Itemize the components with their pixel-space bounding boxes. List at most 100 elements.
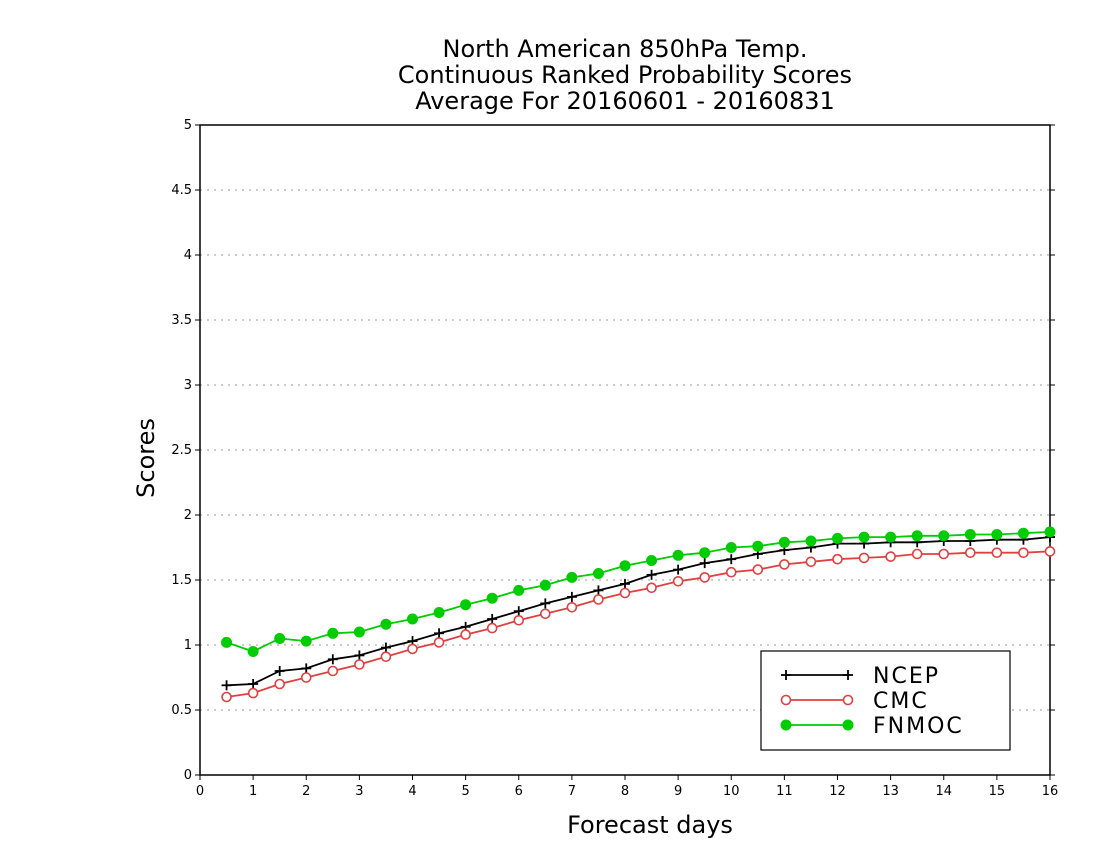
- data-point-fnmoc-marker: [566, 571, 578, 583]
- data-point-cmc-marker: [380, 651, 392, 663]
- data-point-fnmoc-marker: [619, 560, 631, 572]
- x-tick-label: 13: [882, 784, 899, 799]
- data-point-fnmoc-marker: [991, 529, 1003, 540]
- legend-cmc-left-marker: [780, 694, 792, 706]
- chart-title-line-1: North American 850hPa Temp.: [442, 35, 808, 63]
- axis-ticks: 00.511.522.533.544.550 1 2 3 4 5 6 7 8 9 10 11 12 13 1…: [171, 118, 1058, 799]
- y-axis-title: Scores: [132, 418, 160, 498]
- legend-label-ncep: NCEP: [873, 664, 940, 689]
- data-point-cmc-marker: [938, 548, 950, 560]
- data-point-fnmoc-marker: [221, 636, 233, 648]
- chart-title-line-2: Continuous Ranked Probability Scores: [397, 61, 853, 89]
- y-tick-label: 4: [184, 248, 192, 263]
- data-point-fnmoc-marker: [778, 536, 790, 548]
- data-point-fnmoc-marker: [699, 547, 711, 559]
- data-point-cmc-marker: [991, 547, 1003, 559]
- data-point-cmc-marker: [858, 552, 870, 564]
- data-point-cmc-marker: [725, 566, 737, 578]
- data-point-fnmoc-marker: [460, 599, 472, 611]
- x-tick-label: 14: [935, 784, 952, 799]
- legend-cmc-right-marker: [842, 694, 854, 706]
- x-tick-label: 1: [249, 784, 257, 799]
- data-point-fnmoc-marker: [725, 542, 737, 553]
- chart-title: North American 850hPa Temp. Continuous R…: [0, 36, 1100, 114]
- x-tick-label: 7: [568, 784, 576, 799]
- x-tick-label: 6: [515, 784, 523, 799]
- chart-title-line-3: Average For 20160601 - 20160831: [415, 87, 835, 115]
- data-point-fnmoc-marker: [300, 635, 312, 647]
- data-point-cmc-marker: [779, 559, 790, 570]
- data-point-cmc-marker: [327, 665, 339, 677]
- data-point-cmc-marker: [885, 551, 896, 562]
- data-point-cmc-marker: [247, 687, 259, 699]
- data-point-cmc-marker: [300, 672, 312, 683]
- data-point-fnmoc-marker: [885, 531, 897, 543]
- data-point-cmc-marker: [354, 659, 365, 670]
- data-point-cmc-marker: [593, 594, 604, 605]
- legend-fnmoc-right-marker: [842, 719, 854, 731]
- x-tick-label: 3: [355, 784, 363, 799]
- x-tick-label: 0: [196, 784, 204, 799]
- series-cmc: [221, 546, 1056, 703]
- x-tick-label: 15: [989, 784, 1006, 799]
- data-point-fnmoc-marker: [592, 568, 604, 579]
- y-tick-label: 0.5: [171, 703, 192, 718]
- data-point-fnmoc-marker: [672, 549, 684, 561]
- x-tick-label: 2: [302, 784, 310, 799]
- y-tick-label: 4.5: [171, 183, 192, 198]
- data-point-fnmoc-marker: [911, 530, 923, 542]
- legend-item-ncep: NCEP: [781, 664, 940, 689]
- data-point-cmc-marker: [965, 547, 976, 559]
- data-point-cmc-marker: [513, 614, 525, 626]
- x-tick-label: 5: [461, 784, 469, 799]
- legend-fnmoc-left-marker: [780, 719, 792, 731]
- x-tick-label: 11: [776, 784, 793, 799]
- data-point-cmc-marker: [619, 587, 631, 599]
- data-point-fnmoc-marker: [1044, 526, 1056, 538]
- data-point-fnmoc-marker: [247, 646, 259, 657]
- series-ncep: [221, 532, 1055, 691]
- data-point-fnmoc-marker: [513, 584, 525, 596]
- x-tick-label: 12: [829, 784, 846, 799]
- data-point-cmc-marker: [832, 553, 843, 565]
- data-point-fnmoc-marker: [646, 555, 658, 566]
- data-point-cmc-marker: [540, 608, 551, 620]
- data-point-cmc-marker: [1018, 547, 1029, 559]
- data-point-fnmoc-marker: [353, 626, 365, 638]
- x-tick-label: 16: [1042, 784, 1059, 799]
- data-point-fnmoc-marker: [832, 532, 843, 544]
- data-point-cmc-marker: [566, 601, 578, 613]
- data-point-cmc-marker: [805, 556, 817, 568]
- y-tick-label: 1: [184, 638, 192, 653]
- data-point-cmc-marker: [407, 643, 418, 655]
- x-tick-label: 4: [408, 784, 416, 799]
- data-point-fnmoc-marker: [752, 540, 764, 552]
- data-point-fnmoc-marker: [274, 633, 286, 644]
- legend-item-fnmoc: FNMOC: [780, 714, 962, 739]
- y-tick-label: 0: [184, 768, 192, 783]
- y-tick-label: 3: [184, 378, 192, 393]
- data-point-fnmoc-marker: [539, 579, 551, 591]
- data-point-cmc-marker: [433, 637, 445, 648]
- legend-item-cmc: CMC: [780, 689, 929, 714]
- data-point-fnmoc-marker: [858, 531, 870, 543]
- y-tick-label: 1.5: [171, 573, 192, 588]
- data-point-cmc-marker: [221, 691, 232, 703]
- data-point-cmc-marker: [1044, 546, 1056, 557]
- x-tick-label: 10: [723, 784, 740, 799]
- grid-lines: [200, 189, 1050, 711]
- y-tick-label: 2.5: [171, 443, 192, 458]
- data-point-cmc-marker: [486, 622, 498, 634]
- data-point-cmc-marker: [646, 582, 657, 594]
- data-point-cmc-marker: [274, 678, 285, 690]
- data-point-fnmoc-marker: [380, 618, 392, 630]
- data-point-fnmoc-marker: [1017, 527, 1029, 539]
- data-point-fnmoc-marker: [805, 535, 817, 547]
- data-point-cmc-marker: [460, 629, 471, 640]
- data-point-cmc-marker: [911, 548, 923, 560]
- y-tick-label: 5: [184, 118, 192, 133]
- data-point-fnmoc-marker: [327, 627, 339, 639]
- legend-label-cmc: CMC: [873, 689, 929, 714]
